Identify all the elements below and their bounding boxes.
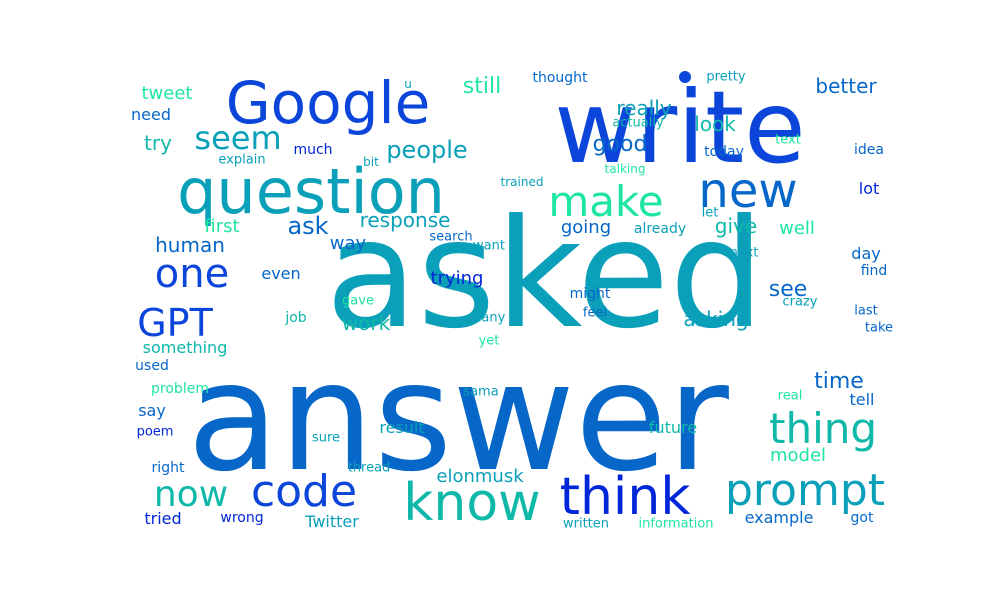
word-think: think <box>559 467 691 527</box>
word-sama: sama <box>463 384 499 400</box>
word-question: question <box>177 155 445 228</box>
word-something: something <box>142 338 228 357</box>
word-trying: trying <box>430 268 484 289</box>
word-lot: lot <box>858 179 880 198</box>
word-people: people <box>386 136 468 164</box>
word-new: new <box>698 163 798 219</box>
word-need: need <box>131 105 171 124</box>
word-job: job <box>285 310 307 326</box>
word-way: way <box>329 233 367 254</box>
word-poem: poem <box>136 424 174 440</box>
word-even: even <box>261 264 301 283</box>
word-sure: sure <box>311 430 341 446</box>
word-real: real <box>777 388 803 404</box>
word-say: say <box>138 401 166 420</box>
word-wrong: wrong <box>220 510 264 526</box>
word-example: example <box>744 508 814 527</box>
word-model: model <box>769 445 827 466</box>
word-now: now <box>153 474 229 515</box>
word-twitter: Twitter <box>305 512 359 531</box>
word-future: future <box>648 418 698 437</box>
word-trained: trained <box>500 175 544 189</box>
word-elonmusk: elonmusk <box>436 466 524 487</box>
word-time: time <box>814 369 864 394</box>
word-last: last <box>854 303 878 319</box>
word-see: see <box>768 277 808 302</box>
word-u: u <box>404 77 412 91</box>
word-next: next <box>729 245 759 261</box>
word-talking: talking <box>604 162 646 176</box>
word-take: take <box>864 320 894 336</box>
word-crazy: crazy <box>782 294 818 310</box>
word-look: look <box>694 112 736 136</box>
word-day: day <box>851 244 881 263</box>
word-today: today <box>704 144 744 160</box>
word-much: much <box>293 142 333 158</box>
word-response: response <box>359 208 451 232</box>
word-yet: yet <box>478 333 500 349</box>
word-give: give <box>714 214 758 238</box>
word-write: write <box>554 69 806 186</box>
word-well: well <box>779 218 815 239</box>
word-asking: asking <box>683 307 749 331</box>
word-answer: answer <box>187 331 729 505</box>
word-asked: asked <box>325 188 765 362</box>
word-text: text <box>775 132 801 148</box>
word-right: right <box>151 460 185 476</box>
word-got: got <box>850 510 874 526</box>
word-find: find <box>860 263 888 279</box>
word-thought: thought <box>532 70 588 86</box>
word-bit: bit <box>363 155 379 169</box>
word-try: try <box>144 131 172 155</box>
word-going: going <box>560 217 612 238</box>
word-written: written <box>562 516 610 532</box>
word-search: search <box>429 229 473 245</box>
word-prompt: prompt <box>724 465 886 516</box>
word-tweet: tweet <box>141 83 193 104</box>
word-already: already <box>633 221 687 237</box>
word-make: make <box>548 177 664 226</box>
word-tried: tried <box>144 509 182 528</box>
word-might: might <box>569 286 611 302</box>
word-gave: gave <box>342 293 374 309</box>
word-good: good <box>592 132 648 157</box>
word-better: better <box>815 74 877 98</box>
word-ask: ask <box>287 212 329 240</box>
word-problem: problem <box>151 381 209 397</box>
word-many: many <box>468 310 506 326</box>
word-pretty: pretty <box>706 69 746 85</box>
word-actually: actually <box>612 115 664 131</box>
word-google: Google <box>225 69 431 137</box>
word-gpt: GPT <box>137 301 213 345</box>
word-information: information <box>638 516 714 532</box>
word-thread: thread <box>347 460 391 476</box>
word-know: know <box>403 473 541 533</box>
dot-mark <box>679 71 691 83</box>
word-human: human <box>155 233 225 257</box>
word-code: code <box>250 466 358 517</box>
word-tell: tell <box>849 390 875 409</box>
word-idea: idea <box>854 142 884 158</box>
word-want: want <box>473 238 505 254</box>
word-seem: seem <box>194 119 282 157</box>
word-really: really <box>616 96 672 120</box>
word-first: first <box>204 216 240 237</box>
word-result: result <box>379 418 425 437</box>
word-work: work <box>341 311 391 335</box>
word-let: let <box>701 205 719 221</box>
word-feel: feel <box>582 305 608 321</box>
word-one: one <box>154 251 230 297</box>
word-still: still <box>462 74 502 99</box>
word-thing: thing <box>768 404 878 453</box>
word-explain: explain <box>218 152 266 168</box>
word-used: used <box>135 358 169 374</box>
